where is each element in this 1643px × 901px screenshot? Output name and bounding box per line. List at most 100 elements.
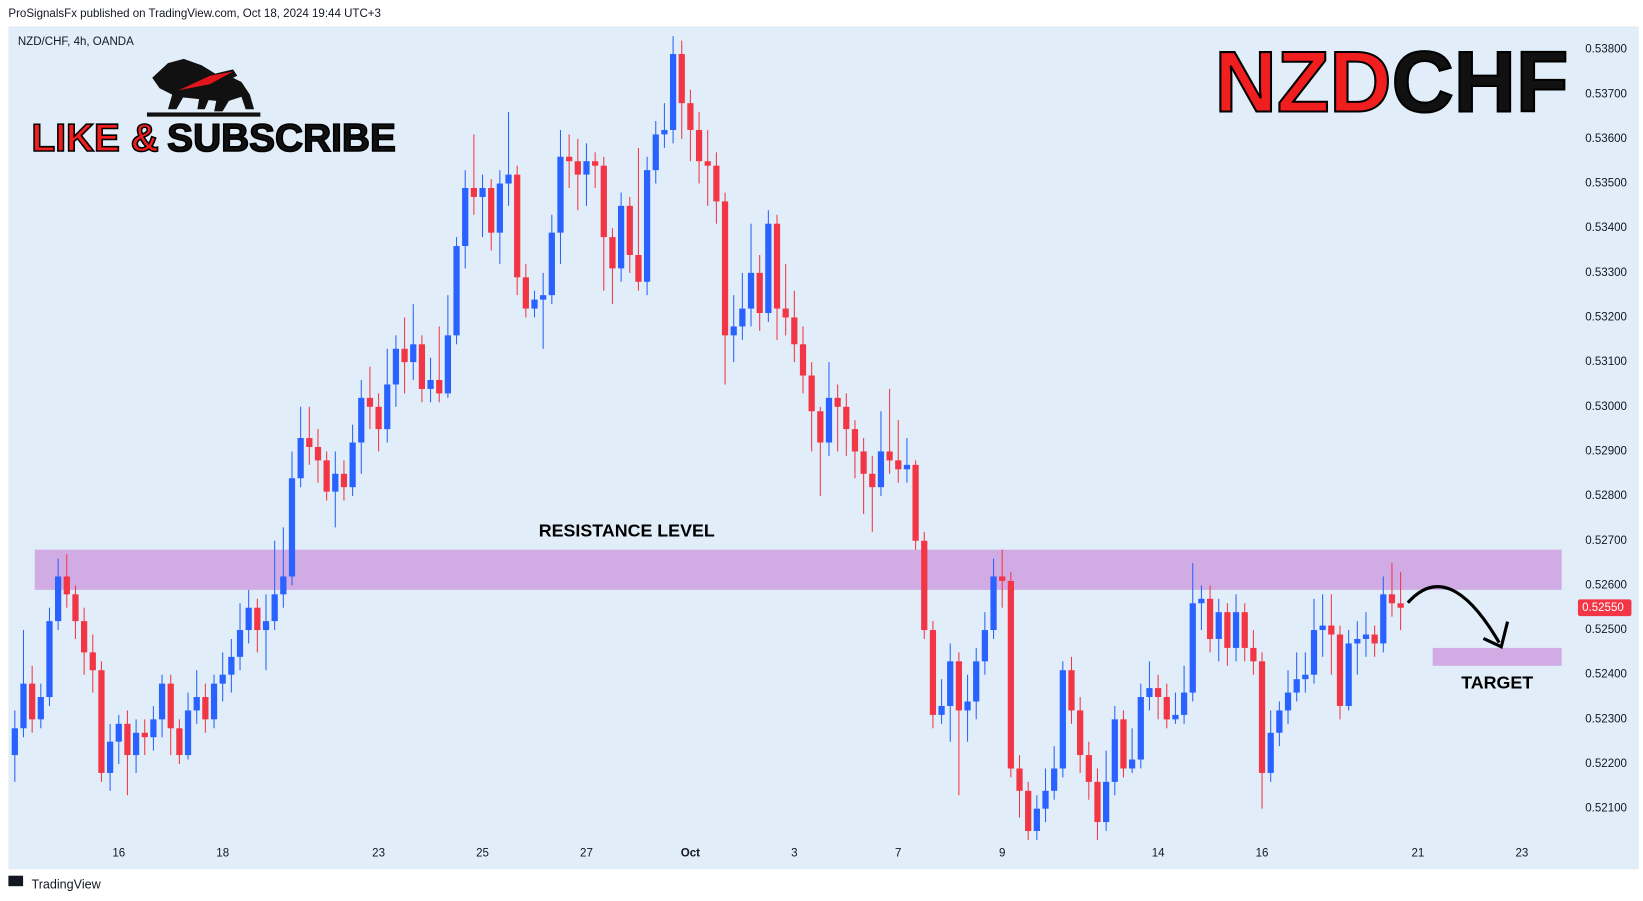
candle-body: [669, 54, 677, 130]
arrow-head: [1482, 621, 1510, 650]
y-tick-label: 0.53300: [1585, 267, 1627, 279]
candle-body: [522, 277, 529, 309]
y-tick-label: 0.53500: [1585, 178, 1627, 190]
candle-body: [297, 438, 304, 479]
candle-body: [280, 576, 287, 595]
candle-body: [124, 723, 131, 756]
candle-body: [392, 348, 400, 385]
candle-body: [600, 165, 607, 238]
candle-body: [401, 348, 408, 363]
x-tick-label: Oct: [681, 848, 700, 860]
candle-body: [1025, 790, 1032, 831]
promo-part: SUBSCRIBE: [167, 117, 396, 160]
candle-body: [1007, 580, 1014, 769]
candle-body: [947, 661, 954, 706]
candle-body: [1051, 768, 1058, 791]
candle-body: [1267, 732, 1274, 773]
candle-body: [851, 429, 859, 452]
candle-body: [1302, 674, 1309, 680]
x-tick-label: 27: [580, 848, 593, 860]
candle-body: [366, 397, 374, 407]
candle-body: [661, 129, 668, 135]
candle-body: [1345, 643, 1352, 706]
candle-body: [1033, 808, 1040, 831]
x-tick-label: 23: [1515, 848, 1528, 860]
candle-body: [1354, 638, 1361, 644]
candle-body: [11, 728, 18, 756]
candle-body: [1137, 697, 1144, 760]
candle-body: [687, 103, 694, 130]
y-tick-label: 0.52600: [1585, 579, 1627, 591]
promo-part: LIKE &: [31, 117, 158, 160]
candle-body: [98, 670, 105, 773]
y-tick-label: 0.53400: [1585, 222, 1627, 234]
candle-body: [765, 223, 772, 314]
x-tick-label: 23: [372, 848, 385, 860]
candle-body: [132, 732, 140, 756]
candle-body: [55, 576, 62, 622]
candle-body: [877, 451, 885, 488]
promo: LIKE & SUBSCRIBE: [31, 117, 395, 160]
candle-body: [444, 335, 452, 394]
candle-body: [29, 683, 36, 720]
candle-body: [626, 205, 633, 255]
y-tick-label: 0.52200: [1585, 758, 1627, 770]
candle-body: [89, 652, 96, 671]
candle-body: [37, 697, 44, 720]
y-tick-label: 0.53200: [1585, 312, 1627, 324]
candle-body: [1362, 634, 1370, 639]
candle-body: [1129, 759, 1136, 769]
y-tick-label: 0.52500: [1585, 624, 1627, 636]
y-tick-label: 0.53000: [1585, 401, 1627, 413]
x-tick-label: 7: [895, 848, 901, 860]
candle-body: [210, 683, 218, 720]
candle-body: [254, 607, 261, 631]
candle-body: [271, 594, 278, 622]
candle-body: [158, 683, 166, 720]
y-tick-label: 0.53100: [1585, 356, 1627, 368]
candle-body: [1258, 661, 1266, 773]
candle-body: [202, 697, 209, 720]
candle-body: [1146, 688, 1153, 698]
candle-body: [592, 161, 599, 166]
candle-body: [314, 446, 322, 461]
candle-body: [349, 442, 356, 488]
x-tick-label: 21: [1412, 848, 1425, 860]
candle-body: [288, 478, 296, 577]
candle-body: [141, 732, 148, 738]
candle-body: [531, 299, 538, 309]
chart-panel: [8, 26, 1639, 870]
candle-body: [1120, 719, 1127, 769]
candle-body: [1380, 594, 1387, 644]
candle-body: [895, 460, 902, 470]
candle-body: [1189, 603, 1196, 693]
title-part: NZD: [1215, 34, 1392, 130]
candle-body: [739, 308, 746, 327]
candle-body: [1293, 679, 1300, 693]
candle-body: [436, 380, 443, 394]
y-tick-label: 0.52800: [1585, 490, 1627, 502]
candle-body: [652, 134, 659, 171]
candle-body: [574, 161, 581, 175]
candle-body: [981, 630, 988, 662]
candle-body: [583, 161, 590, 175]
candle-body: [1232, 612, 1240, 648]
candle-body: [1163, 697, 1170, 720]
y-tick-label: 0.52900: [1585, 445, 1627, 457]
candle-body: [548, 232, 555, 296]
candle-body: [81, 621, 88, 653]
tv-logo: [8, 875, 24, 887]
y-tick-label: 0.52100: [1585, 803, 1627, 815]
candle-body: [756, 272, 763, 314]
x-tick-label: 9: [999, 848, 1005, 860]
candle-body: [193, 697, 200, 711]
candle-body: [643, 170, 651, 282]
candle-body: [1016, 768, 1023, 791]
candle-body: [340, 473, 348, 488]
candle-body: [1094, 781, 1101, 823]
candle-body: [791, 317, 798, 345]
last-price-box: [1577, 599, 1632, 617]
x-tick-label: 3: [791, 848, 797, 860]
candle-body: [505, 174, 512, 184]
candle-body: [63, 576, 70, 595]
